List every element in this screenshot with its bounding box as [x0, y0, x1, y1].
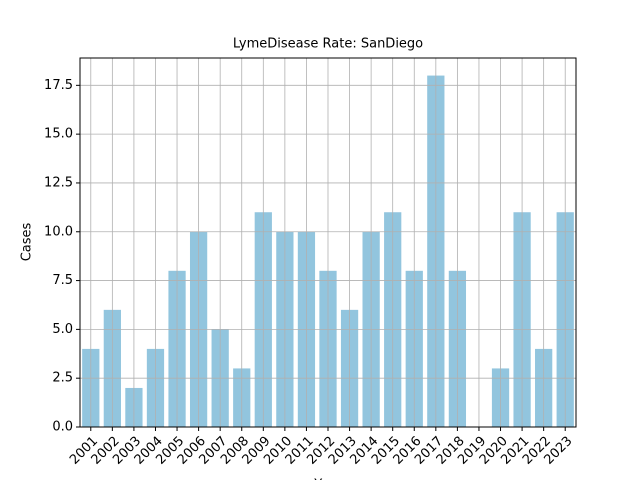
plot-frame — [79, 57, 577, 428]
y-tick-label: 0.0 — [52, 420, 73, 435]
chart-title: LymeDisease Rate: SanDiego — [233, 37, 423, 52]
y-tick-label: 10.0 — [44, 224, 73, 239]
y-tick-label: 15.0 — [44, 127, 73, 142]
y-axis-label: Cases — [20, 222, 35, 261]
y-tick-label: 2.5 — [52, 371, 73, 386]
y-tick-label: 12.5 — [44, 175, 73, 190]
x-axis-label: Year — [313, 478, 342, 480]
y-tick-label: 7.5 — [52, 273, 73, 288]
y-tick-label: 17.5 — [44, 78, 73, 93]
y-tick-label: 5.0 — [52, 322, 73, 337]
